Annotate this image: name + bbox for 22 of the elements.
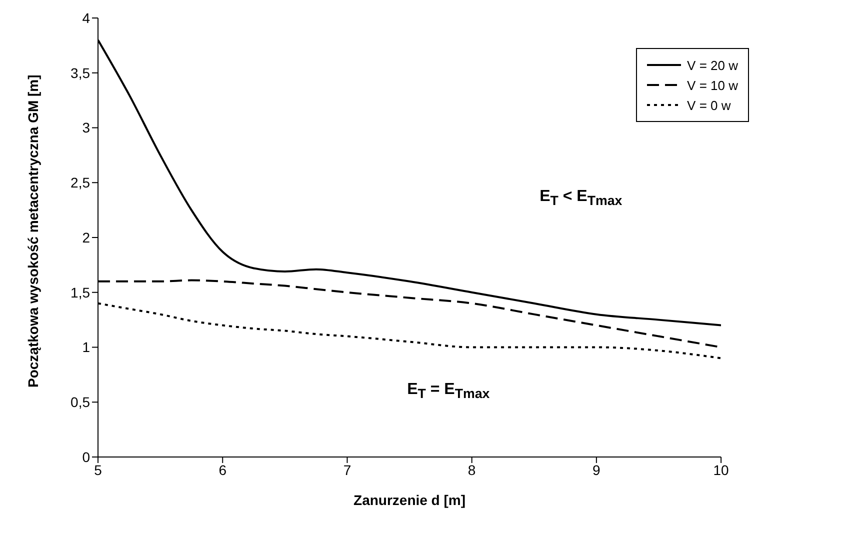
x-tick-label: 10 [713,462,730,478]
annotation: E$_{T}$ < E$_{Tmax}$ [540,188,622,208]
y-tick-label: 1,5 [70,284,90,300]
x-axis-title: Zanurzenie d [m] [354,492,466,508]
legend-label: V = 0 w [687,98,731,112]
x-tick-label: 8 [468,462,476,478]
y-tick-label: 0,5 [70,394,90,410]
legend-label: V = 20 w [687,58,738,72]
legend-label: V = 10 w [687,78,738,92]
y-tick-label: 2,5 [70,174,90,191]
y-tick-label: 3,5 [70,64,90,81]
annotation: E$_{T}$ = E$_{Tmax}$ [407,380,490,401]
y-tick-label: 0 [82,448,90,465]
y-axis-title: Początkowa wysokość metacentryczna GM [m] [24,74,41,388]
x-tick-label: 5 [94,462,102,478]
y-tick-label: 3 [82,120,90,136]
x-tick-label: 9 [592,462,601,478]
x-tick-label: 7 [343,462,352,478]
y-tick-label: 1 [82,339,90,356]
x-tick-label: 6 [218,462,227,478]
y-tick-label: 2 [82,229,90,246]
y-tick-label: 4 [82,10,90,26]
